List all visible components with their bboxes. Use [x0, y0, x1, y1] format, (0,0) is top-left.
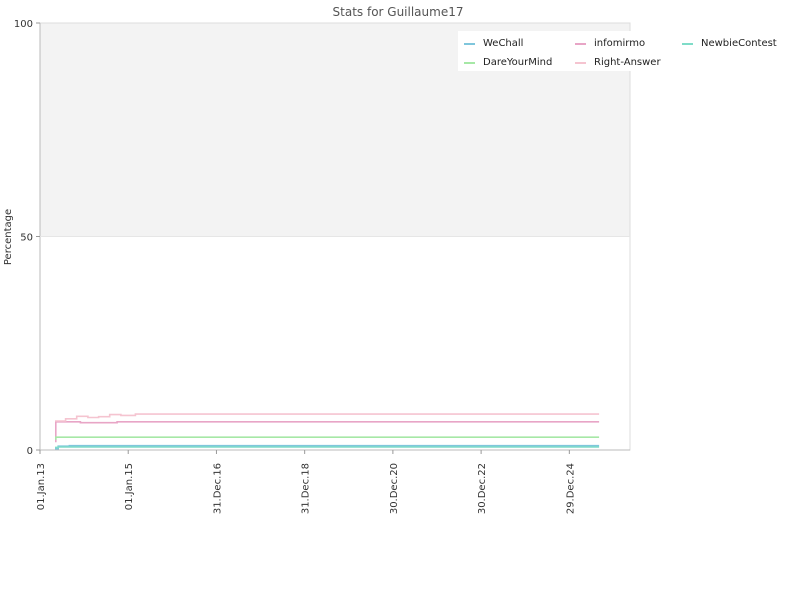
y-tick-label-0: 0: [27, 446, 33, 457]
series-line-infomirmo: [55, 421, 600, 443]
series-layer: [55, 413, 600, 450]
x-tick-label-4: 30.Dec.20: [389, 463, 400, 514]
chart-title: Stats for Guillaume17: [333, 5, 464, 19]
legend-label-infomirmo: infomirmo: [594, 38, 645, 49]
x-tick-label-0: 01.Jan.13: [36, 463, 47, 510]
legend-label-dareyourmind: DareYourMind: [483, 57, 552, 68]
legend-label-newbiecontest: NewbieContest: [701, 38, 777, 49]
y-tick-label-100: 100: [14, 19, 33, 30]
y-axis-label: Percentage: [3, 209, 14, 265]
legend-box: [458, 31, 788, 71]
series-line-right-answer: [55, 413, 600, 422]
x-tick-label-6: 29.Dec.24: [565, 463, 576, 514]
legend-label-right-answer: Right-Answer: [594, 57, 661, 68]
series-line-dareyourmind: [55, 436, 600, 440]
x-tick-label-3: 31.Dec.18: [301, 463, 312, 514]
x-tick-label-1: 01.Jan.15: [124, 463, 135, 510]
x-tick-label-5: 30.Dec.22: [477, 463, 488, 514]
legend: WeChall infomirmo NewbieContest DareYourMin…: [458, 31, 788, 71]
y-tick-label-50: 50: [20, 233, 33, 244]
axes: 0 50 100 01.Jan.13 01.Jan.15 31.Dec.16 31.Dec.…: [14, 19, 631, 514]
x-tick-label-2: 31.Dec.16: [212, 463, 223, 514]
legend-label-wechall: WeChall: [483, 38, 523, 49]
